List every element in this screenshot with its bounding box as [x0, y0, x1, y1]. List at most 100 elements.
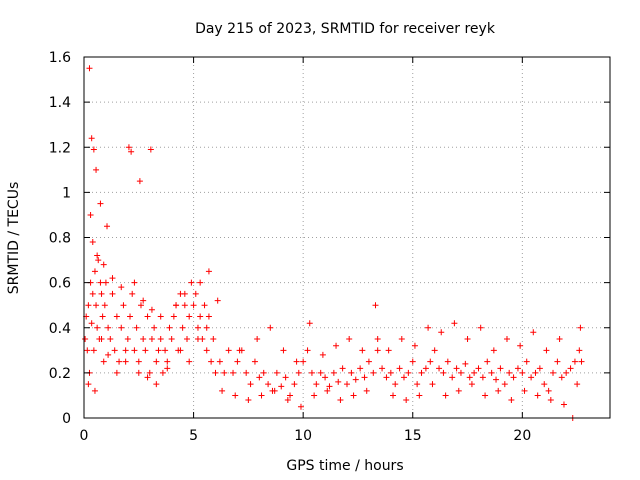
data-point	[90, 347, 97, 354]
data-point	[554, 358, 561, 365]
data-point	[558, 374, 565, 381]
data-point	[300, 358, 307, 365]
data-point	[344, 381, 350, 388]
data-point	[90, 146, 97, 153]
data-point	[194, 324, 201, 331]
data-point	[357, 365, 364, 372]
data-point	[530, 329, 537, 336]
data-point	[122, 347, 129, 354]
y-tick-label: 1.4	[49, 95, 71, 111]
data-point	[164, 358, 171, 365]
data-point	[361, 374, 368, 381]
data-point	[120, 302, 127, 309]
data-point	[308, 369, 315, 376]
data-point	[304, 347, 311, 354]
data-point	[192, 290, 199, 297]
data-point	[225, 347, 232, 354]
data-point	[153, 381, 160, 388]
data-point	[190, 302, 197, 309]
data-point	[271, 387, 278, 394]
data-point	[466, 374, 473, 381]
data-point	[471, 369, 478, 376]
data-point	[203, 347, 210, 354]
data-point	[107, 336, 114, 343]
data-point	[164, 365, 171, 372]
data-point	[293, 358, 300, 365]
data-point	[157, 313, 164, 320]
data-point	[265, 381, 272, 388]
data-point	[547, 396, 554, 403]
data-point	[348, 369, 355, 376]
data-point	[93, 302, 100, 309]
data-point	[181, 302, 188, 309]
y-tick-label: 0.4	[49, 321, 71, 337]
data-point	[177, 347, 184, 354]
data-point	[89, 239, 96, 246]
data-point	[91, 268, 98, 275]
axis-ticks	[83, 56, 610, 419]
data-point	[350, 392, 357, 399]
data-point	[431, 347, 438, 354]
data-point	[392, 381, 399, 388]
data-point	[438, 329, 445, 336]
data-point	[254, 336, 261, 343]
data-point	[113, 313, 120, 320]
data-point	[124, 336, 131, 343]
data-point	[577, 324, 584, 331]
data-point	[550, 369, 557, 376]
data-point	[142, 347, 149, 354]
data-point	[208, 358, 215, 365]
data-point	[87, 211, 94, 218]
data-point	[267, 324, 274, 331]
y-tick-label: 1	[62, 185, 71, 201]
data-point	[514, 365, 521, 372]
data-point	[451, 320, 458, 327]
data-point	[313, 381, 320, 388]
data-point	[436, 365, 443, 372]
data-point	[140, 297, 147, 304]
data-point	[230, 369, 237, 376]
data-point	[168, 336, 175, 343]
data-point	[449, 374, 456, 381]
data-point	[84, 347, 91, 354]
data-point	[251, 358, 258, 365]
data-point	[89, 290, 96, 297]
data-point	[339, 365, 346, 372]
data-point	[488, 369, 495, 376]
data-point	[102, 279, 109, 286]
data-point	[260, 369, 267, 376]
y-axis-label: SRMTID / TECUs	[6, 182, 22, 295]
data-point	[468, 381, 475, 388]
data-point	[479, 374, 486, 381]
y-tick-label: 0.6	[49, 276, 71, 292]
data-point	[455, 387, 462, 394]
data-point	[501, 381, 508, 388]
data-point	[93, 166, 100, 173]
data-point	[291, 381, 298, 388]
data-point	[216, 358, 223, 365]
data-point	[147, 146, 154, 153]
data-point	[181, 290, 188, 297]
data-point	[425, 324, 432, 331]
data-point	[116, 358, 123, 365]
data-point	[125, 144, 132, 151]
data-point	[201, 302, 208, 309]
data-point	[571, 358, 578, 365]
data-point	[186, 358, 193, 365]
data-point	[556, 336, 563, 343]
data-point	[97, 200, 104, 207]
data-point	[482, 392, 489, 399]
data-point	[400, 374, 407, 381]
data-point	[188, 279, 195, 286]
data-point	[245, 396, 252, 403]
data-point	[576, 347, 583, 354]
data-point	[82, 336, 89, 343]
data-point	[131, 279, 138, 286]
data-point	[405, 369, 412, 376]
data-point	[409, 358, 416, 365]
data-point	[374, 336, 381, 343]
data-point	[234, 358, 241, 365]
data-point	[418, 369, 425, 376]
data-point	[127, 313, 134, 320]
